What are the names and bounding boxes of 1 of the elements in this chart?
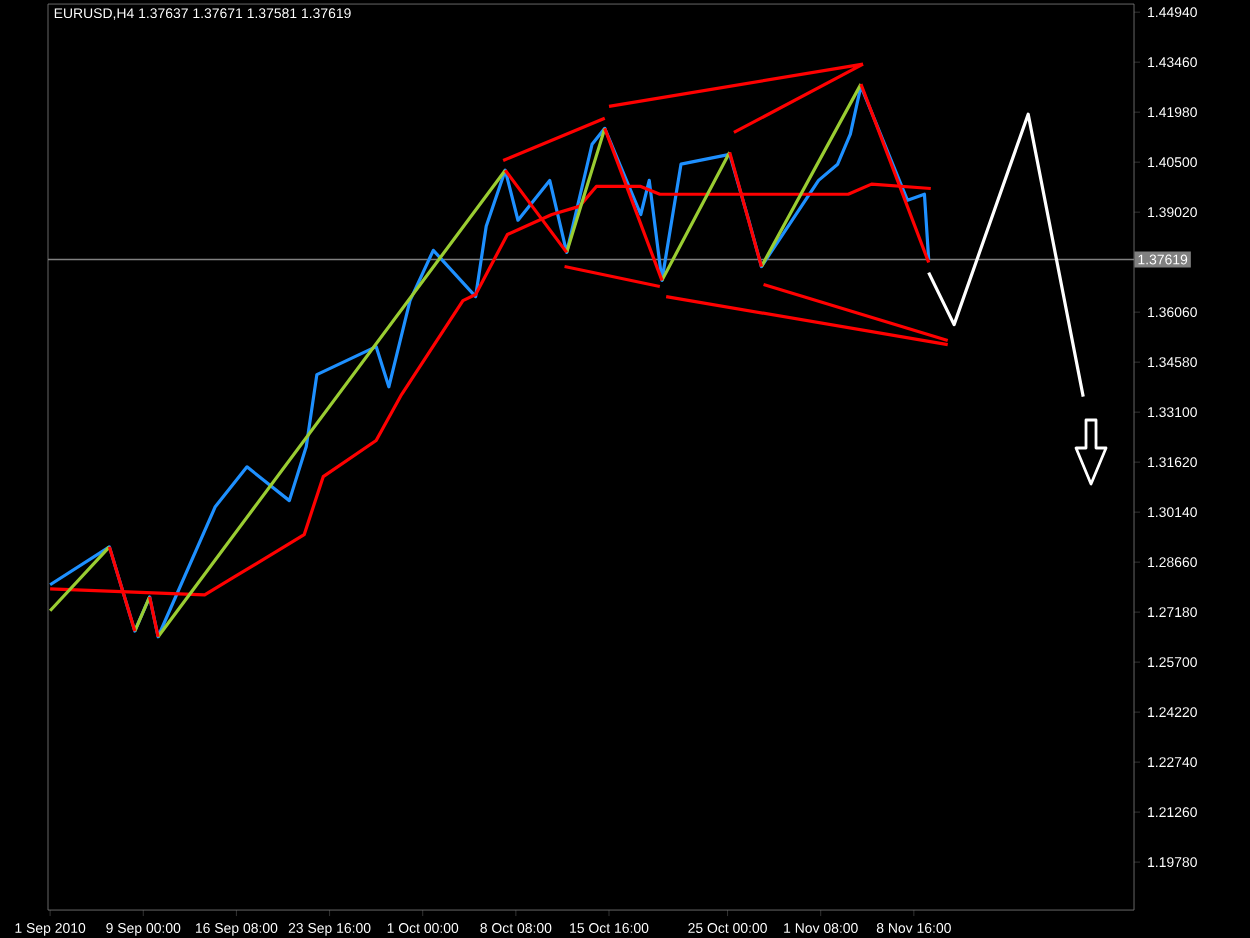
line-series [927,112,1085,399]
